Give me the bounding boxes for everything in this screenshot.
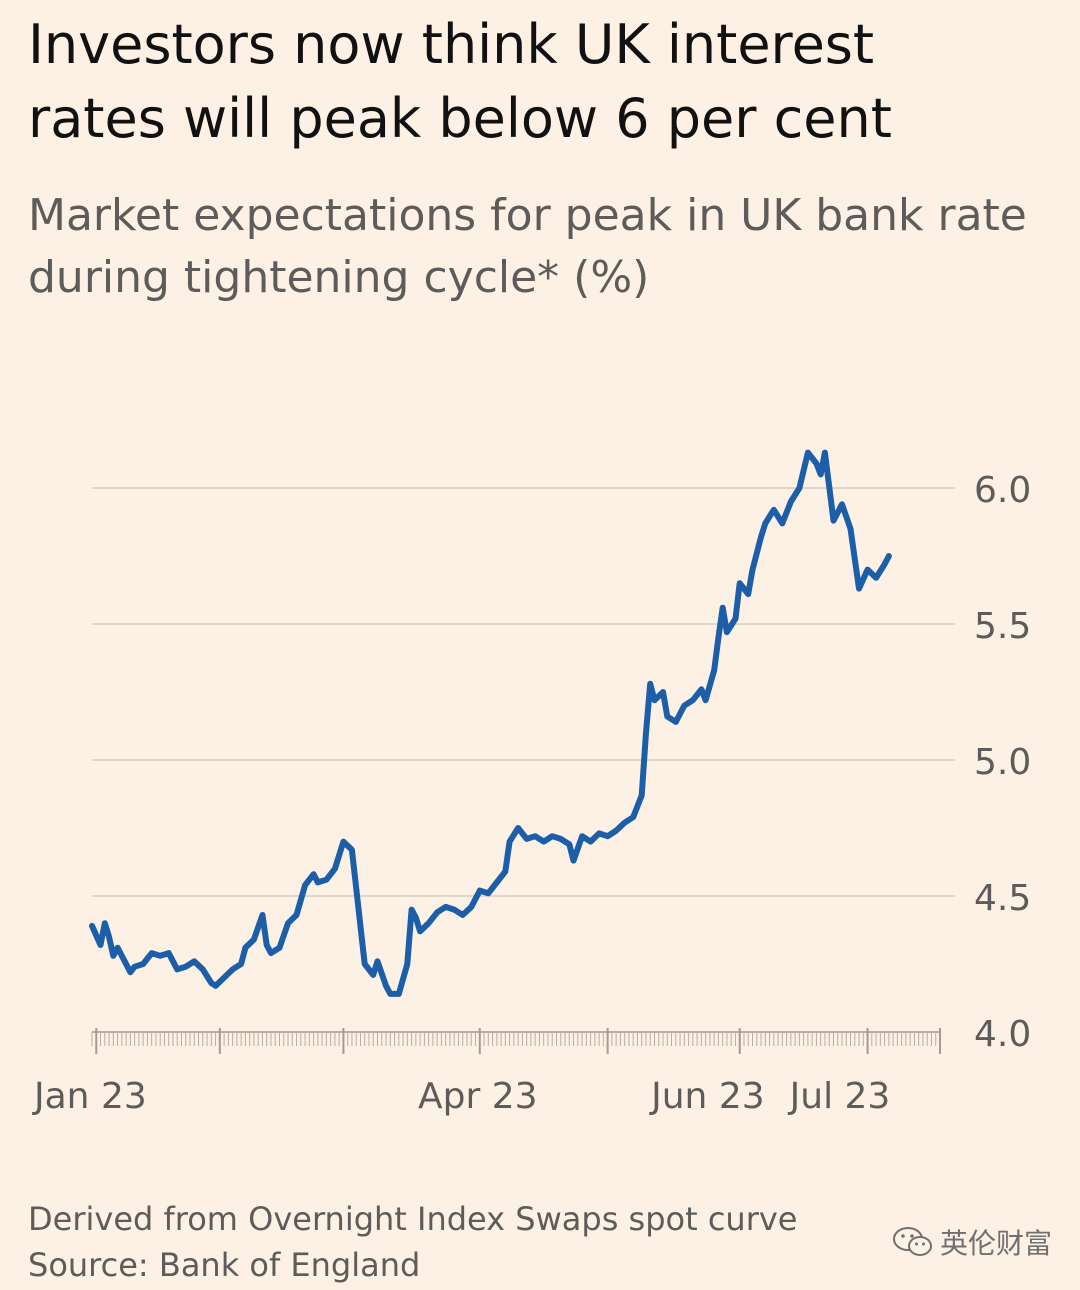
y-tick-label: 4.0 [974,1014,1031,1055]
y-tick-label: 5.5 [974,606,1031,647]
chart-footer: Derived from Overnight Index Swaps spot … [28,1196,797,1288]
watermark-text: 英伦财富 [940,1227,1053,1260]
y-tick-label: 6.0 [974,470,1031,511]
watermark: 英伦财富 [892,1222,1052,1262]
x-tick-label: Jan 23 [32,1076,147,1117]
x-tick-label: Apr 23 [418,1076,538,1117]
series-layer [89,449,892,997]
x-tick-label: Jul 23 [788,1076,891,1117]
x-axis [91,1028,941,1054]
y-tick-label: 5.0 [974,742,1031,783]
axis-labels: 4.0 4.5 5.0 5.5 6.0 Jan 23 Apr 23 Jun 23 Jul 23 [32,470,1031,1117]
series-line [89,449,892,997]
chart-title: Investors now think UK interest rates wi… [28,13,892,150]
wechat-icon [893,1227,932,1256]
chart-subtitle: Market expectations for peak in UK bank … [28,190,1027,303]
y-tick-label: 4.5 [974,878,1031,919]
footnote: Derived from Overnight Index Swaps spot … [28,1200,798,1238]
source-line: Source: Bank of England [28,1246,421,1284]
gridlines [92,487,955,897]
x-tick-label: Jun 23 [649,1076,765,1117]
